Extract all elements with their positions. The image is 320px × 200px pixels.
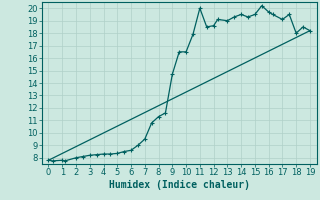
X-axis label: Humidex (Indice chaleur): Humidex (Indice chaleur): [109, 180, 250, 190]
